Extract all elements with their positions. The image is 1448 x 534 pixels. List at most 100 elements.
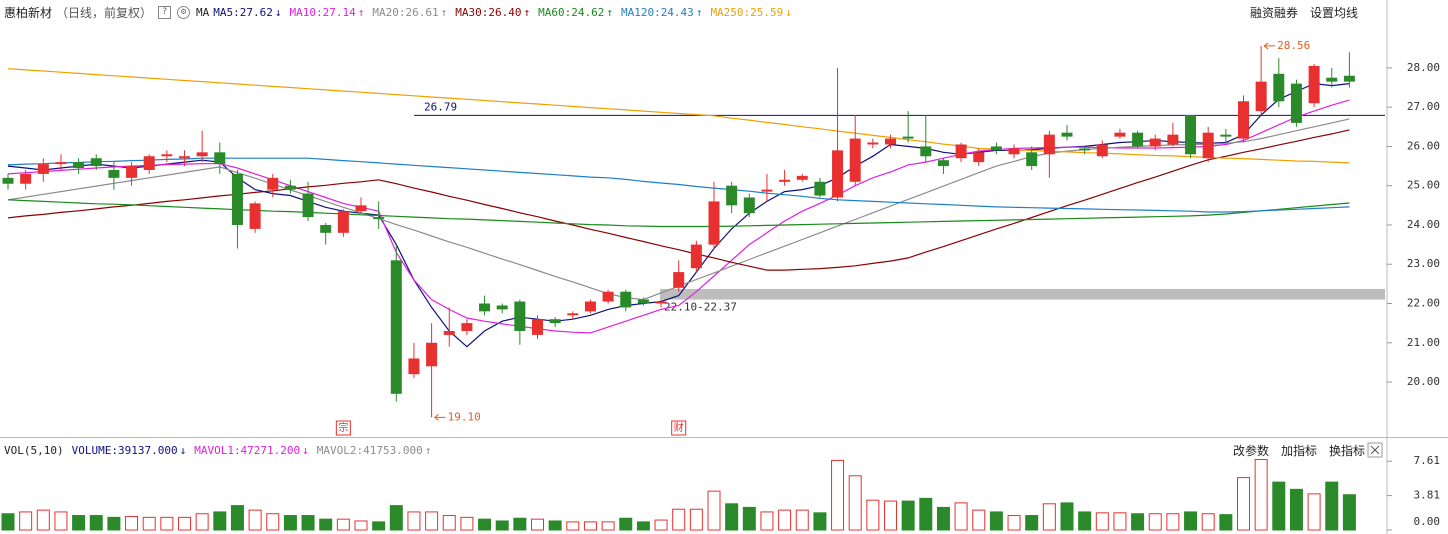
- y-tick-label: 26.00: [1407, 139, 1440, 152]
- y-tick-label: 7.61: [1414, 454, 1441, 467]
- volume-bar: [354, 520, 368, 531]
- candle-body: [231, 173, 243, 225]
- volume-bar: [213, 511, 227, 531]
- volume-bar: [495, 520, 509, 531]
- candle-body: [867, 142, 879, 145]
- event-label: 财: [674, 421, 684, 434]
- volume-bar: [725, 503, 739, 531]
- candle-body: [1132, 132, 1144, 147]
- candle-body: [796, 175, 808, 180]
- candle-body: [37, 164, 49, 174]
- candle-body: [1061, 132, 1073, 137]
- candle-body: [655, 301, 667, 304]
- ma-line: [7, 129, 1350, 271]
- toolbar-button[interactable]: 换指标: [1329, 444, 1366, 458]
- ma-line: [7, 68, 1350, 164]
- volume-bar: [1184, 511, 1198, 531]
- candle-body: [214, 152, 226, 165]
- legend-entry: MA120:24.43: [620, 5, 694, 19]
- help-icon[interactable]: ?: [158, 5, 172, 19]
- candle-body: [814, 181, 826, 196]
- volume-bar: [548, 520, 562, 531]
- candle-body: [249, 203, 261, 229]
- legend-arrow: ↑: [440, 5, 448, 19]
- volume-bar: [460, 516, 474, 531]
- toolbar-button[interactable]: 改参数: [1233, 444, 1270, 458]
- volume-bar: [1219, 514, 1233, 531]
- candle-body: [355, 205, 367, 212]
- volume-bar: [583, 521, 597, 531]
- chart-subtitle: （日线，前复权）: [56, 5, 153, 20]
- candle-body: [1114, 132, 1126, 137]
- volume-title: VOL(5,10): [4, 443, 64, 457]
- volume-bar: [901, 500, 915, 531]
- legend-arrow: ↑: [695, 5, 703, 19]
- candle-body: [284, 185, 296, 190]
- volume-bar: [654, 519, 668, 531]
- candle-body: [408, 358, 420, 375]
- candle-body: [743, 197, 755, 214]
- legend-arrow: ↑: [606, 5, 613, 19]
- legend-entry: VOLUME:39137.000: [71, 443, 178, 457]
- toolbar-button[interactable]: 加指标: [1281, 444, 1318, 458]
- candle-body: [1043, 134, 1055, 155]
- legend-entry: MA30:26.40: [455, 5, 522, 19]
- settings-icon[interactable]: ⚙: [177, 5, 191, 19]
- low-note: 19.10: [448, 410, 481, 423]
- volume-bar: [884, 500, 897, 531]
- candle-body: [1026, 152, 1038, 167]
- volume-bar: [689, 508, 703, 531]
- legend-arrow: ↓: [785, 5, 792, 19]
- candle-body: [1273, 73, 1285, 102]
- legend-arrow: ↑: [357, 5, 365, 19]
- y-tick-label: 0.00: [1414, 515, 1441, 528]
- volume-bar: [1095, 512, 1109, 531]
- volume-bar: [1325, 481, 1339, 531]
- toolbar-button[interactable]: 融资融券: [1250, 6, 1299, 20]
- candle-body: [726, 185, 738, 206]
- candle-body: [302, 193, 314, 218]
- candle-body: [1008, 148, 1020, 155]
- y-tick-label: 28.00: [1407, 61, 1440, 74]
- candle-body: [108, 169, 120, 178]
- volume-bar: [954, 502, 968, 531]
- volume-bar: [795, 509, 809, 531]
- legend-arrow: ↑: [523, 5, 531, 19]
- candle-body: [1079, 148, 1091, 151]
- candle-body: [673, 272, 685, 288]
- candle-body: [567, 313, 579, 316]
- candle-body: [1290, 83, 1302, 123]
- ma-line: [7, 199, 1350, 228]
- candle-body: [320, 224, 332, 233]
- y-tick-label: 22.00: [1407, 296, 1440, 309]
- toolbar-button[interactable]: 设置均线: [1310, 6, 1359, 20]
- volume-bar: [319, 518, 333, 531]
- volume-bar: [389, 505, 403, 531]
- candle-body: [973, 152, 985, 163]
- volume-bar: [1307, 493, 1321, 531]
- gap-band-label: 22.10-22.37: [664, 301, 737, 314]
- candle-body: [584, 301, 596, 312]
- volume-bar: [513, 517, 527, 531]
- y-tick-label: 27.00: [1407, 100, 1440, 113]
- candle-body: [196, 152, 208, 157]
- ma-prefix: MA: [196, 5, 210, 19]
- candle-body: [1202, 132, 1214, 159]
- volume-toolbar: 改参数 加指标 换指标: [1233, 442, 1365, 459]
- volume-bar: [1148, 513, 1162, 531]
- candle-body: [1343, 75, 1355, 82]
- gap-band: [660, 288, 1385, 300]
- candle-body: [549, 319, 561, 324]
- volume-bar: [813, 512, 827, 531]
- candle-body: [496, 305, 508, 310]
- candle-body: [1238, 101, 1249, 139]
- high-arrow: [1263, 42, 1276, 50]
- candle-body: [426, 342, 438, 367]
- volume-bar: [936, 506, 950, 531]
- volume-bar: [1078, 511, 1092, 531]
- y-tick-label: 3.81: [1414, 489, 1441, 502]
- y-tick-label: 20.00: [1407, 375, 1440, 388]
- volume-bar: [1042, 503, 1056, 531]
- candle-body: [1149, 138, 1161, 147]
- volume-bar: [407, 511, 421, 531]
